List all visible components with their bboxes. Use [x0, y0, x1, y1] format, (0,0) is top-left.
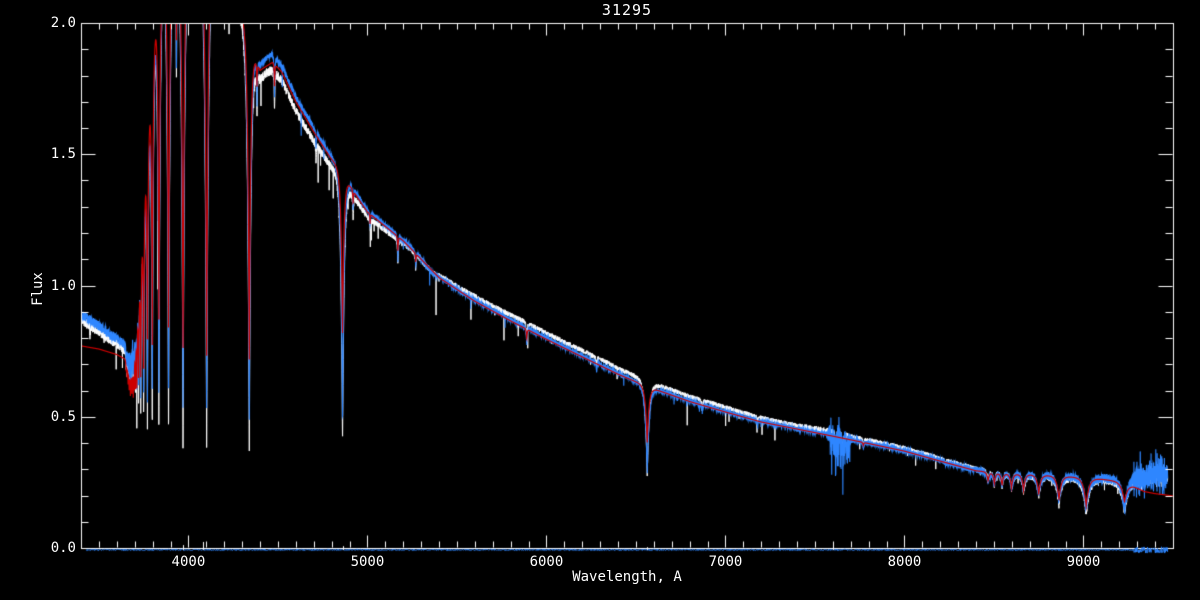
- plot-title: 31295: [601, 1, 653, 19]
- y-tick-label: 1.0: [50, 277, 76, 294]
- y-tick-label: 0.0: [50, 540, 76, 556]
- y-tick-label: 1.5: [50, 146, 76, 163]
- x-axis-label: Wavelength, A: [572, 569, 682, 585]
- x-tick-label: 4000: [171, 554, 206, 570]
- x-tick-label: 5000: [350, 554, 385, 570]
- x-tick-label: 9000: [1066, 554, 1101, 570]
- y-tick-label: 2.0: [50, 15, 76, 31]
- x-tick-label: 7000: [708, 554, 743, 570]
- x-tick-label: 8000: [887, 554, 922, 570]
- y-tick-label: 0.5: [50, 408, 76, 425]
- x-tick-label: 6000: [529, 554, 564, 570]
